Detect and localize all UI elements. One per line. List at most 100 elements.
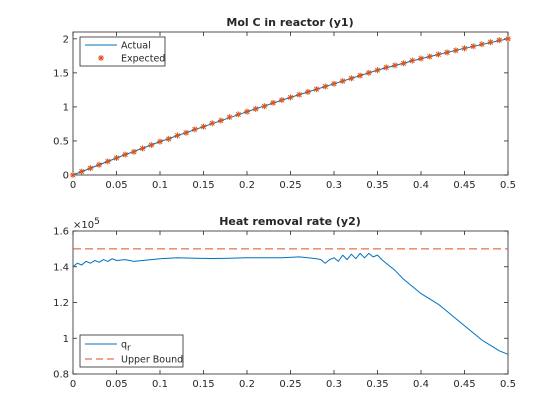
expected-point xyxy=(452,47,459,54)
x-tick-label: 0.5 xyxy=(500,180,516,191)
expected-point xyxy=(70,172,76,178)
legend: Actual Expected xyxy=(79,36,166,67)
expected-point xyxy=(122,151,129,158)
series-layer xyxy=(70,35,511,178)
y-exponent-base: ×10 xyxy=(73,220,94,231)
y-tick-label: 1.4 xyxy=(53,262,69,273)
legend-label-actual: Actual xyxy=(121,41,151,52)
expected-point xyxy=(165,135,172,142)
legend-box xyxy=(79,334,184,368)
expected-point xyxy=(435,51,442,58)
expected-point xyxy=(461,45,468,52)
expected-point xyxy=(157,138,163,145)
y-tick-label: 1 xyxy=(63,102,69,113)
chart-title: Mol C in reactor (y1) xyxy=(226,16,353,29)
expected-point xyxy=(87,165,94,172)
x-tick-label: 0.1 xyxy=(152,180,168,191)
x-tick-label: 0.35 xyxy=(366,379,388,390)
expected-point xyxy=(391,62,398,69)
y-exponent-label: ×105 xyxy=(73,217,100,231)
legend: qr Upper Bound xyxy=(79,334,184,368)
x-tick-label: 0.1 xyxy=(152,379,168,390)
expected-point xyxy=(270,99,277,106)
x-tick-label: 0.05 xyxy=(105,180,127,191)
expected-point xyxy=(148,142,155,149)
legend-label-expected: Expected xyxy=(121,54,165,65)
expected-point xyxy=(191,126,198,133)
expected-point xyxy=(444,49,451,56)
y-tick-label: 1.6 xyxy=(53,227,69,238)
x-axis: 0 0.05 0.1 0.15 0.2 0.25 0.3 0.35 0.4 0.45 0.5 xyxy=(70,32,516,191)
expected-point xyxy=(348,75,355,82)
expected-point xyxy=(487,39,494,46)
x-tick-label: 0.45 xyxy=(453,379,475,390)
expected-point xyxy=(470,43,477,50)
expected-point xyxy=(426,53,433,60)
series-layer xyxy=(72,248,509,355)
legend-label-qr: qr xyxy=(121,340,131,354)
x-tick-label: 0 xyxy=(70,180,76,191)
x-tick-label: 0.45 xyxy=(453,180,475,191)
x-tick-label: 0.25 xyxy=(279,379,301,390)
legend-label-subscript: r xyxy=(127,344,131,354)
expected-point xyxy=(374,67,381,74)
legend-label-upper-bound: Upper Bound xyxy=(121,355,183,366)
chart-title: Heat removal rate (y2) xyxy=(219,215,361,228)
expected-point xyxy=(113,154,120,161)
expected-point xyxy=(383,64,390,71)
x-tick-label: 0.15 xyxy=(192,180,214,191)
y-tick-label: 0.5 xyxy=(53,136,69,147)
expected-point xyxy=(313,86,320,93)
expected-point xyxy=(78,168,85,175)
expected-point xyxy=(200,123,207,130)
expected-point xyxy=(505,35,511,42)
expected-point xyxy=(478,41,485,48)
expected-point xyxy=(287,94,294,101)
expected-point xyxy=(139,145,146,152)
series-line xyxy=(72,252,509,355)
y-tick-label: 2 xyxy=(63,34,69,45)
expected-point xyxy=(322,83,329,90)
expected-point xyxy=(304,88,311,95)
x-tick-label: 0.35 xyxy=(366,180,388,191)
expected-point xyxy=(235,111,242,118)
expected-point xyxy=(174,132,181,139)
expected-point xyxy=(226,114,233,121)
expected-point xyxy=(418,55,424,62)
y-exponent-power: 5 xyxy=(94,217,100,227)
expected-point xyxy=(183,129,190,136)
legend-swatch-expected xyxy=(98,55,104,61)
x-tick-label: 0 xyxy=(70,379,76,390)
x-tick-label: 0.5 xyxy=(500,379,516,390)
x-tick-label: 0.4 xyxy=(413,379,429,390)
x-axis: 0 0.05 0.1 0.15 0.2 0.25 0.3 0.35 0.4 0.45 0.5 xyxy=(70,231,516,390)
expected-point xyxy=(261,103,268,110)
expected-point xyxy=(217,117,224,124)
expected-point xyxy=(296,91,303,98)
x-tick-label: 0.2 xyxy=(239,379,255,390)
chart-mol-c: Mol C in reactor (y1) 0 0.05 0.1 0.15 0.2 0.2… xyxy=(53,16,516,191)
expected-point xyxy=(365,69,372,76)
expected-point xyxy=(252,105,259,112)
expected-point xyxy=(104,158,111,165)
chart-heat-removal: Heat removal rate (y2) ×105 0 0.05 0.1 0.15… xyxy=(53,215,516,390)
expected-point xyxy=(400,60,407,67)
expected-point xyxy=(96,161,103,168)
x-tick-label: 0.3 xyxy=(326,180,342,191)
y-tick-label: 0.8 xyxy=(53,370,69,381)
y-tick-label: 1.5 xyxy=(53,68,69,79)
y-tick-label: 1 xyxy=(63,334,69,345)
expected-point xyxy=(339,78,346,85)
x-tick-label: 0.3 xyxy=(326,379,342,390)
x-tick-label: 0.2 xyxy=(239,180,255,191)
expected-point xyxy=(130,148,137,155)
y-tick-label: 0 xyxy=(63,171,69,182)
legend-label-q: q xyxy=(121,340,127,351)
x-tick-label: 0.05 xyxy=(105,379,127,390)
legend-box xyxy=(79,36,166,67)
expected-point xyxy=(278,97,285,104)
x-tick-label: 0.15 xyxy=(192,379,214,390)
expected-point xyxy=(331,80,337,87)
x-tick-label: 0.4 xyxy=(413,180,429,191)
